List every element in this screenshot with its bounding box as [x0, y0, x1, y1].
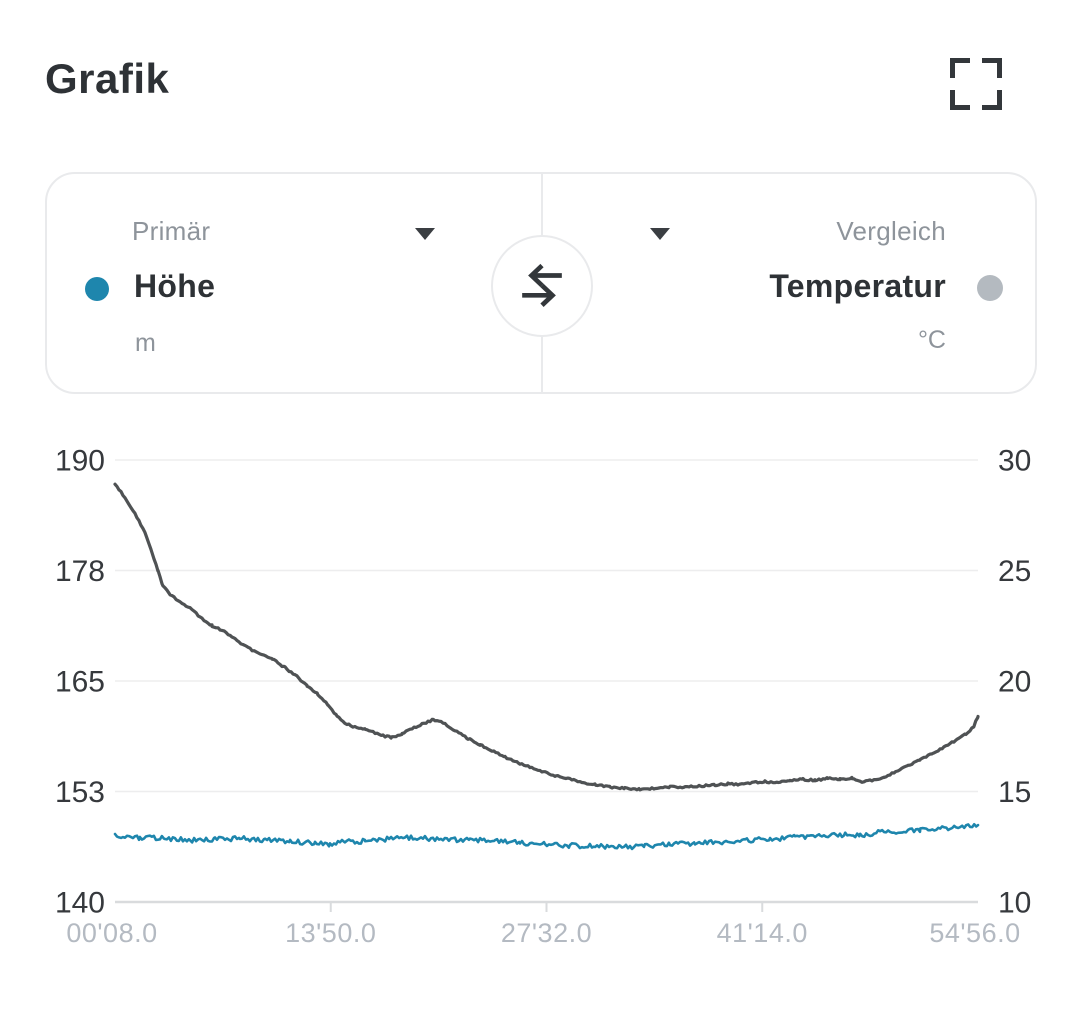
x-axis-label: 13'50.0: [285, 918, 376, 948]
fullscreen-button[interactable]: [950, 58, 1002, 110]
x-axis-label: 41'14.0: [717, 918, 808, 948]
page-title: Grafik: [45, 55, 170, 102]
primary-metric-name: Höhe: [134, 268, 216, 304]
primary-metric-unit: m: [135, 329, 156, 357]
fullscreen-icon: [950, 90, 970, 110]
y-axis-label-right: 25: [998, 555, 1031, 588]
fullscreen-icon: [950, 58, 970, 78]
comparison-metric-selector[interactable]: Vergleich Temperatur °C: [541, 174, 1035, 392]
y-axis-label-right: 30: [998, 445, 1031, 478]
y-axis-label-left: 178: [55, 555, 105, 588]
x-axis-label: 27'32.0: [501, 918, 592, 948]
y-axis-label-left: 140: [55, 887, 105, 920]
y-axis-label-right: 20: [998, 666, 1031, 699]
primary-label: Primär: [132, 216, 211, 246]
swap-axes-button[interactable]: [491, 235, 593, 337]
y-axis-label-left: 153: [55, 776, 105, 809]
y-axis-label-left: 165: [55, 666, 105, 699]
chevron-down-icon[interactable]: [415, 228, 435, 240]
primary-series-dot: [85, 277, 109, 301]
chart-canvas: 190 30 178 25 165 20 153 15 140 10 00'08.0 13'50.0 2…: [55, 445, 1031, 949]
chevron-down-icon[interactable]: [650, 228, 670, 240]
metric-selector-panel: Primär Höhe m Vergleich Temperatur °C: [45, 172, 1037, 394]
fullscreen-icon: [982, 90, 1002, 110]
x-axis-label: 00'08.0: [66, 918, 157, 948]
comparison-metric-unit: °C: [917, 326, 946, 354]
y-axis-label-left: 190: [55, 445, 105, 478]
comparison-series-dot: [977, 275, 1003, 301]
fullscreen-icon: [982, 58, 1002, 78]
temperature-line: [113, 482, 980, 792]
chart-area[interactable]: 190 30 178 25 165 20 153 15 140 10 00'08.0 13'50.0 2…: [0, 430, 1080, 1019]
comparison-metric-name: Temperatur: [769, 268, 946, 304]
altitude-line: [113, 823, 980, 851]
y-axis-label-right: 10: [998, 887, 1031, 920]
x-axis-label: 54'56.0: [929, 918, 1020, 948]
swap-arrows-icon: [522, 263, 562, 307]
primary-metric-selector[interactable]: Primär Höhe m: [47, 174, 541, 392]
comparison-label: Vergleich: [836, 216, 946, 246]
y-axis-label-right: 15: [998, 776, 1031, 809]
